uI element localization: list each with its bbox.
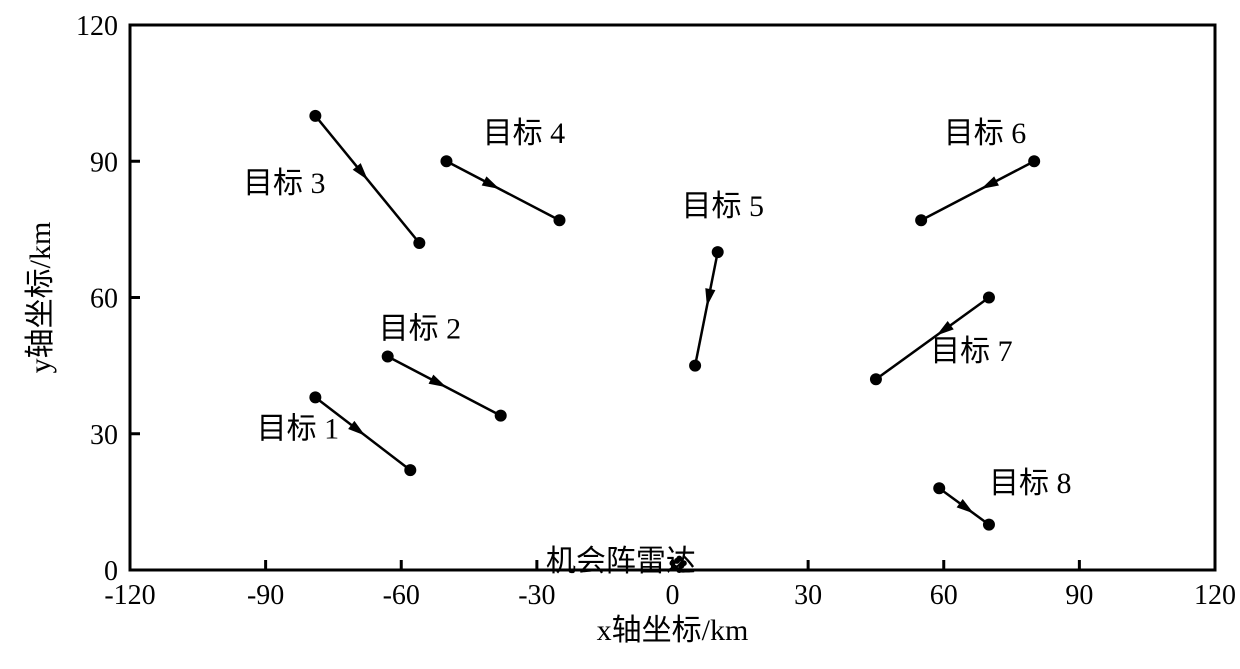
target-end-dot: [495, 410, 507, 422]
target-end-dot: [915, 214, 927, 226]
target-label: 目标 8: [989, 467, 1071, 500]
chart-container: -120-90-60-3003060901200306090120x轴坐标/km…: [0, 0, 1240, 669]
x-tick-label: 60: [930, 580, 958, 611]
direction-arrow: [957, 499, 974, 514]
direction-arrow: [981, 176, 999, 189]
target-trajectory: [446, 161, 559, 220]
target-start-dot: [440, 155, 452, 167]
target-end-dot: [413, 237, 425, 249]
target-start-dot: [712, 246, 724, 258]
x-axis-title: x轴坐标/km: [597, 614, 749, 647]
x-tick-label: -90: [247, 580, 284, 611]
y-tick-label: 60: [90, 284, 118, 315]
y-tick-label: 120: [76, 11, 118, 42]
target-start-dot: [933, 482, 945, 494]
target-end-dot: [983, 519, 995, 531]
target-label: 目标 7: [930, 335, 1013, 368]
target-end-dot: [870, 373, 882, 385]
target-end-dot: [689, 360, 701, 372]
target-end-dot: [553, 214, 565, 226]
y-axis-title: y轴坐标/km: [24, 222, 57, 374]
x-tick-label: 120: [1194, 580, 1236, 611]
target-label: 目标 5: [682, 190, 765, 223]
target-label: 目标 6: [944, 117, 1027, 150]
scatter-trajectory-chart: -120-90-60-3003060901200306090120x轴坐标/km…: [0, 0, 1240, 669]
target-start-dot: [1028, 155, 1040, 167]
target-start-dot: [382, 351, 394, 363]
x-tick-label: 30: [794, 580, 822, 611]
y-tick-label: 90: [90, 147, 118, 178]
target-start-dot: [309, 391, 321, 403]
target-label: 目标 2: [379, 312, 462, 345]
target-start-dot: [309, 110, 321, 122]
direction-arrow: [429, 375, 447, 388]
x-tick-label: 0: [666, 580, 680, 611]
target-label: 目标 3: [243, 167, 325, 200]
x-tick-label: -30: [518, 580, 555, 611]
target-trajectory: [695, 252, 718, 366]
target-label: 目标 1: [257, 412, 340, 445]
x-tick-label: -60: [383, 580, 420, 611]
target-label: 目标 4: [483, 117, 566, 150]
direction-arrow: [936, 321, 953, 335]
target-end-dot: [404, 464, 416, 476]
direction-arrow: [705, 288, 715, 306]
radar-label: 机会阵雷达: [546, 545, 696, 578]
y-tick-label: 0: [104, 556, 118, 587]
x-tick-label: 90: [1065, 580, 1093, 611]
y-tick-label: 30: [90, 420, 118, 451]
target-trajectory: [921, 161, 1034, 220]
target-start-dot: [983, 292, 995, 304]
direction-arrow: [482, 176, 500, 189]
